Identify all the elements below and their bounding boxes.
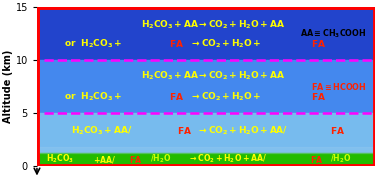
Text: $\mathbf{\rightarrow CO_2+H_2O+AA/}$: $\mathbf{\rightarrow CO_2+H_2O+AA/}$ — [197, 124, 288, 137]
Text: $\mathbf{FA}$: $\mathbf{FA}$ — [169, 38, 184, 49]
Text: $\mathbf{\rightarrow CO_2+H_2O+}$: $\mathbf{\rightarrow CO_2+H_2O+}$ — [190, 91, 262, 103]
Text: $\mathbf{FA}$: $\mathbf{FA}$ — [311, 91, 326, 102]
Text: $\mathbf{FA}$: $\mathbf{FA}$ — [310, 154, 323, 165]
Text: $\mathbf{H_2CO_3+AA \rightarrow CO_2+H_2O+AA}$: $\mathbf{H_2CO_3+AA \rightarrow CO_2+H_2… — [141, 69, 285, 82]
Text: $\mathbf{FA \equiv HCOOH}$: $\mathbf{FA \equiv HCOOH}$ — [311, 81, 366, 92]
Text: $\mathbf{FA}$: $\mathbf{FA}$ — [311, 38, 326, 49]
Bar — [37, 113, 375, 153]
Y-axis label: Altitude (km): Altitude (km) — [3, 50, 13, 123]
Bar — [37, 60, 375, 113]
Text: $\mathbf{FA}$: $\mathbf{FA}$ — [177, 125, 192, 136]
Text: $\mathbf{AA \equiv CH_3COOH}$: $\mathbf{AA \equiv CH_3COOH}$ — [300, 27, 366, 40]
Text: $\mathbf{FA}$: $\mathbf{FA}$ — [129, 154, 143, 165]
Text: $\mathbf{\rightarrow CO_2+H_2O+}$: $\mathbf{\rightarrow CO_2+H_2O+}$ — [190, 38, 262, 50]
Text: $\mathbf{FA}$: $\mathbf{FA}$ — [330, 125, 345, 136]
Text: $\mathbf{H_2CO_3}$: $\mathbf{H_2CO_3}$ — [46, 153, 74, 165]
Text: $\mathbf{+AA/}$: $\mathbf{+AA/}$ — [93, 154, 117, 165]
Bar — [37, 153, 375, 166]
Text: $\mathbf{FA}$: $\mathbf{FA}$ — [169, 91, 184, 102]
Text: $\mathbf{H_2CO_3+AA/}$: $\mathbf{H_2CO_3+AA/}$ — [71, 124, 132, 137]
Bar — [37, 7, 375, 60]
Text: $\mathbf{or\ \ H_2CO_3+}$: $\mathbf{or\ \ H_2CO_3+}$ — [64, 38, 122, 50]
Text: $\mathbf{\rightarrow CO_2+H_2O+AA/}$: $\mathbf{\rightarrow CO_2+H_2O+AA/}$ — [188, 153, 267, 165]
Text: $\mathbf{/H_2O}$: $\mathbf{/H_2O}$ — [150, 153, 171, 165]
Text: $\mathbf{/H_2O}$: $\mathbf{/H_2O}$ — [330, 153, 352, 165]
Text: $\mathbf{or\ \ H_2CO_3+}$: $\mathbf{or\ \ H_2CO_3+}$ — [64, 91, 122, 103]
Bar — [37, 147, 375, 153]
Text: $\mathbf{H_2CO_3+AA \rightarrow CO_2+H_2O+AA}$: $\mathbf{H_2CO_3+AA \rightarrow CO_2+H_2… — [141, 18, 285, 31]
